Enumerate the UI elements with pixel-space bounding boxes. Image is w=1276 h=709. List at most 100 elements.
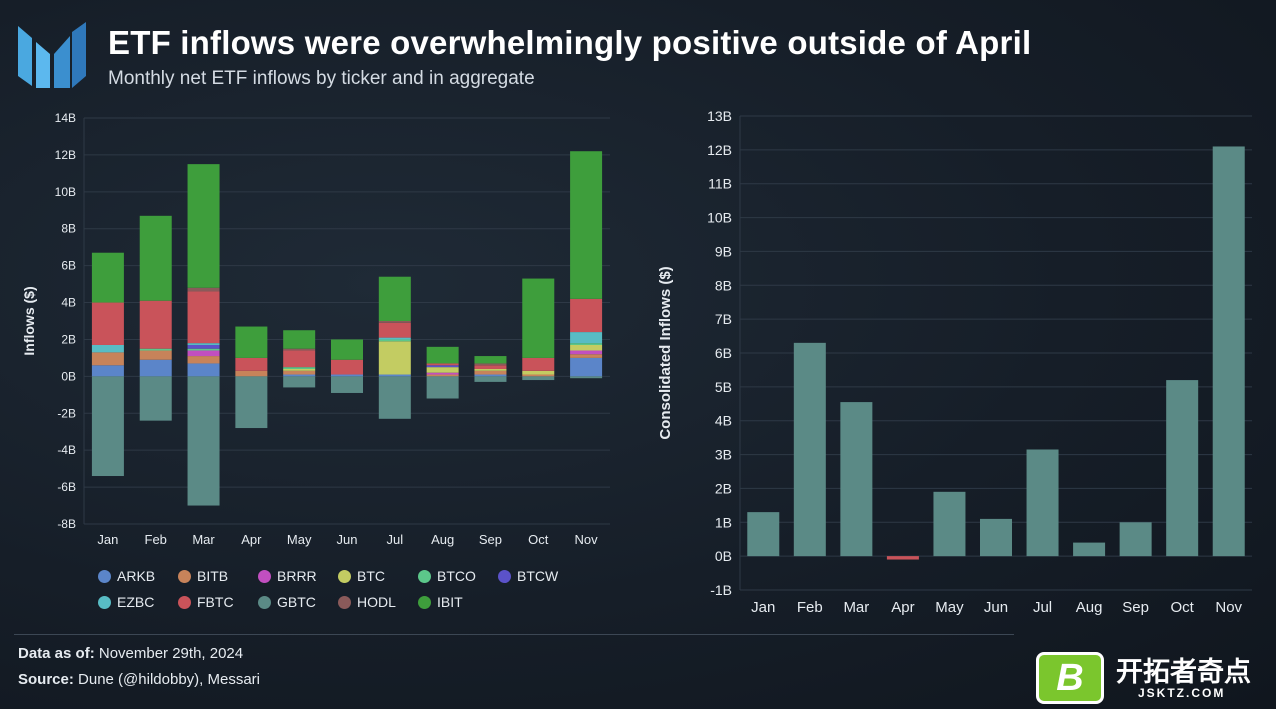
bar-segment-btc bbox=[283, 368, 316, 371]
bar-segment-ibit bbox=[91, 252, 124, 303]
aggregate-bar bbox=[1119, 522, 1152, 557]
x-tick-label: Jan bbox=[97, 532, 118, 547]
bar-segment-btco bbox=[378, 339, 411, 342]
y-tick-label: 8B bbox=[715, 277, 732, 293]
y-tick-label: 8B bbox=[61, 222, 76, 236]
x-tick-label: Apr bbox=[241, 532, 262, 547]
legend-label: BITB bbox=[197, 568, 229, 584]
x-tick-label: Sep bbox=[479, 532, 502, 547]
x-tick-label: Feb bbox=[797, 599, 823, 616]
bar-segment-ezbc bbox=[91, 344, 124, 353]
bar-segment-btco bbox=[187, 348, 220, 351]
watermark-brand: 开拓者奇点 bbox=[1116, 657, 1251, 687]
data-as-of: Data as of: November 29th, 2024 bbox=[18, 645, 243, 662]
aggregate-bar bbox=[980, 518, 1012, 557]
legend-label: HODL bbox=[357, 594, 396, 610]
bar-segment-arkb bbox=[187, 363, 220, 377]
bar-segment-ezbc bbox=[378, 337, 411, 340]
bar-segment-fbtc bbox=[426, 363, 459, 366]
bar-segment-ibit bbox=[474, 356, 507, 364]
bar-segment-gbtc bbox=[235, 376, 268, 429]
bar-segment-hodl bbox=[283, 348, 316, 351]
source-line: Source: Dune (@hildobby), Messari bbox=[18, 671, 260, 688]
page-title: ETF inflows were overwhelmingly positive… bbox=[108, 24, 1032, 61]
legend-swatch bbox=[418, 595, 431, 609]
y-tick-label: 4B bbox=[715, 413, 732, 429]
footer-divider bbox=[14, 634, 1014, 635]
y-axis-label: Consolidated Inflows ($) bbox=[657, 266, 674, 439]
legend-item-btc: BTC bbox=[338, 568, 385, 584]
bar-segment-hodl bbox=[187, 287, 220, 292]
legend-item-gbtc: GBTC bbox=[258, 594, 316, 610]
bar-segment-btcw bbox=[426, 365, 459, 368]
bar-segment-gbtc bbox=[570, 376, 603, 379]
bar-segment-gbtc bbox=[474, 376, 507, 382]
bar-segment-gbtc bbox=[283, 376, 316, 388]
legend-item-hodl: HODL bbox=[338, 594, 396, 610]
watermark-domain: JSKTZ.COM bbox=[1138, 686, 1226, 700]
source-value: Dune (@hildobby), Messari bbox=[78, 671, 260, 688]
legend-label: BRRR bbox=[277, 568, 317, 584]
bar-segment-gbtc bbox=[331, 376, 363, 393]
aggregate-bar bbox=[1026, 449, 1059, 557]
bar-segment-hodl bbox=[378, 321, 411, 323]
source-label: Source: bbox=[18, 671, 74, 688]
bar-segment-brrr bbox=[426, 372, 459, 375]
bar-segment-fbtc bbox=[139, 300, 172, 349]
x-tick-label: Mar bbox=[843, 599, 869, 616]
bar-segment-gbtc bbox=[378, 376, 411, 419]
x-tick-label: Jul bbox=[387, 532, 404, 547]
bar-segment-fbtc bbox=[474, 365, 507, 369]
legend-swatch bbox=[498, 569, 511, 583]
y-tick-label: 12B bbox=[707, 142, 732, 158]
watermark: B 开拓者奇点 JSKTZ.COM bbox=[1030, 648, 1270, 706]
y-tick-label: 12B bbox=[55, 148, 76, 162]
bar-segment-bitb bbox=[283, 370, 316, 375]
bar-segment-ibit bbox=[378, 276, 411, 321]
legend-swatch bbox=[178, 569, 191, 583]
bar-segment-arkb bbox=[331, 374, 363, 377]
legend-swatch bbox=[338, 569, 351, 583]
legend-item-brrr: BRRR bbox=[258, 568, 317, 584]
bar-segment-ibit bbox=[283, 330, 316, 349]
stacked-inflows-chart: -8B -6B -4B -2B 0B 2B 4B 6B 8B 10B 12B 14B Inflows (… bbox=[21, 111, 610, 547]
legend-label: ARKB bbox=[117, 568, 156, 584]
y-tick-label: 2B bbox=[61, 332, 76, 346]
x-tick-label: Nov bbox=[1215, 599, 1242, 616]
bar-segment-fbtc bbox=[187, 291, 220, 344]
bar-segment-ibit bbox=[235, 326, 268, 358]
y-tick-label: 0B bbox=[61, 369, 76, 383]
y-tick-label: 9B bbox=[715, 243, 732, 259]
y-tick-label: -1B bbox=[710, 582, 732, 598]
aggregate-bar bbox=[933, 491, 966, 557]
aggregate-bar bbox=[793, 342, 826, 557]
bar-segment-fbtc bbox=[522, 357, 555, 371]
legend-item-bitb: BITB bbox=[178, 568, 228, 584]
bar-segment-bitb bbox=[570, 354, 603, 358]
watermark-badge: B bbox=[1036, 652, 1104, 704]
bar-segment-arkb bbox=[283, 374, 316, 377]
bar-segment-gbtc bbox=[91, 376, 124, 477]
bar-segment-btcw bbox=[187, 344, 220, 349]
legend-item-ibit: IBIT bbox=[418, 594, 463, 610]
bar-segment-ibit bbox=[331, 339, 363, 360]
data-as-of-value: November 29th, 2024 bbox=[98, 645, 244, 662]
y-tick-label: -8B bbox=[57, 517, 76, 531]
bar-segment-arkb bbox=[139, 359, 172, 377]
bar-segment-ibit bbox=[522, 278, 555, 358]
data-as-of-label: Data as of: bbox=[18, 645, 95, 662]
bar-segment-bitb bbox=[474, 370, 507, 375]
x-tick-label: Oct bbox=[1171, 599, 1195, 616]
bar-segment-fbtc bbox=[235, 357, 268, 371]
bar-segment-ibit bbox=[187, 164, 220, 288]
x-tick-label: Sep bbox=[1122, 599, 1149, 616]
bar-segment-bitb bbox=[91, 352, 124, 366]
bar-segment-fbtc bbox=[331, 359, 363, 375]
x-tick-label: May bbox=[287, 532, 312, 547]
y-tick-label: -2B bbox=[57, 406, 76, 420]
bar-segment-brrr bbox=[570, 350, 603, 355]
bar-segment-ezbc bbox=[187, 343, 220, 345]
bar-segment-fbtc bbox=[378, 322, 411, 338]
y-tick-label: 10B bbox=[707, 210, 732, 226]
bar-segment-ibit bbox=[570, 151, 603, 299]
